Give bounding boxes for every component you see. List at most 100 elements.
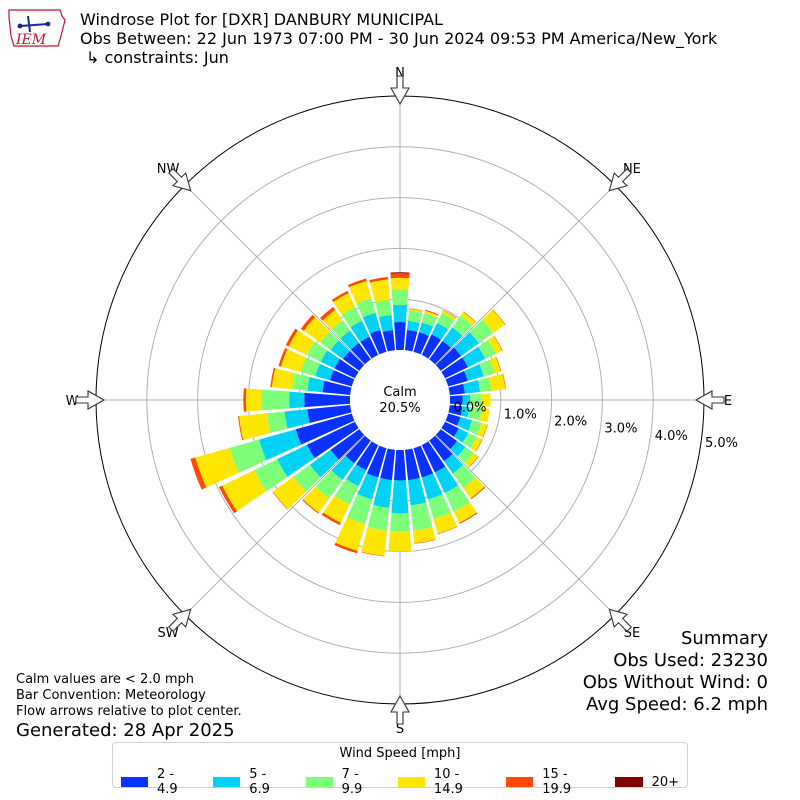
bar-60-bin-2	[478, 340, 496, 359]
bar-300-bin-2	[306, 341, 328, 362]
bar-0-bin-3	[390, 277, 410, 290]
bar-0-bin-2	[391, 289, 409, 306]
legend-label: 7 - 9.9	[341, 767, 363, 797]
bar-190-bin-0	[380, 448, 396, 481]
bar-70-bin-0	[445, 371, 468, 387]
bar-130-bin-1	[450, 441, 466, 457]
summary-block: Summary Obs Used: 23230 Obs Without Wind…	[583, 628, 768, 716]
legend-item: 10 - 14.9	[397, 767, 490, 797]
bar-140-bin-2	[452, 464, 476, 489]
iem-logo: IEM	[6, 6, 68, 52]
bar-110-bin-3	[477, 422, 488, 438]
title-block: Windrose Plot for [DXR] DANBURY MUNICIPA…	[80, 10, 717, 67]
legend-swatch	[397, 777, 425, 787]
bar-290-bin-2	[300, 357, 320, 377]
bar-60-bin-3	[487, 336, 503, 354]
bar-0-bin-5	[390, 272, 410, 274]
bar-320-bin-2	[331, 320, 351, 339]
compass-label: E	[724, 394, 732, 409]
bar-10-bin-4	[409, 308, 423, 312]
bar-310-bin-4	[300, 314, 316, 331]
bar-240-bin-1	[277, 444, 315, 477]
bar-190-bin-1	[373, 477, 393, 508]
bar-350-bin-4	[369, 276, 388, 283]
bar-150-bin-0	[421, 441, 446, 473]
bar-180-bin-3	[388, 530, 412, 552]
bar-160-bin-3	[433, 512, 458, 534]
bar-290-bin-3	[280, 349, 306, 373]
bar-110-bin-0	[445, 413, 461, 426]
bar-120-bin-2	[462, 432, 478, 449]
radial-tick-label: 2.0%	[554, 415, 587, 430]
bar-0-bin-1	[392, 304, 408, 323]
bar-330-bin-3	[333, 293, 356, 315]
bar-270-bin-4	[243, 388, 247, 412]
bar-250-bin-2	[229, 439, 267, 473]
bar-70-bin-3	[489, 356, 501, 374]
bar-260-bin-0	[307, 404, 352, 424]
radial-tick-label: 4.0%	[655, 429, 688, 444]
bar-270-bin-0	[304, 392, 351, 408]
bar-140-bin-1	[443, 453, 464, 474]
bar-30-bin-2	[437, 312, 455, 330]
bar-120-bin-3	[470, 437, 483, 452]
flow-arrow-icon	[167, 167, 192, 192]
legend-label: 15 - 19.9	[542, 767, 572, 797]
bar-320-bin-1	[340, 330, 359, 350]
bar-250-bin-3	[195, 447, 239, 488]
flow-arrow-icon	[694, 390, 725, 410]
bar-100-bin-0	[448, 404, 463, 416]
bar-10-bin-0	[404, 330, 418, 352]
bar-210-bin-3	[323, 495, 350, 523]
bar-330-bin-0	[360, 336, 379, 359]
bar-80-bin-3	[488, 373, 506, 391]
bar-280-bin-3	[271, 368, 295, 390]
bar-260-bin-4	[238, 416, 244, 441]
bar-200-bin-2	[347, 494, 373, 524]
bar-130-bin-3	[464, 452, 479, 468]
calm-label: Calm	[383, 385, 416, 400]
bar-20-bin-4	[425, 309, 439, 316]
calm-value: 20.5%	[379, 401, 420, 416]
bar-90-bin-3	[481, 393, 491, 407]
bar-110-bin-1	[457, 416, 473, 431]
legend-swatch	[305, 777, 333, 787]
bar-230-bin-1	[309, 449, 339, 478]
bar-200-bin-4	[334, 542, 358, 554]
bar-230-bin-3	[272, 476, 307, 510]
bar-320-bin-3	[322, 309, 343, 330]
bar-190-bin-3	[361, 527, 387, 556]
logo-text: IEM	[15, 32, 47, 48]
bar-50-bin-0	[435, 347, 462, 371]
bar-130-bin-2	[457, 446, 474, 464]
note-convention: Bar Convention: Meteorology	[16, 688, 206, 703]
bar-280-bin-0	[322, 380, 352, 396]
bar-290-bin-0	[329, 370, 355, 387]
iowa-state-outline-icon: IEM	[8, 9, 66, 48]
flow-arrow-icon	[75, 390, 106, 410]
bar-90-bin-0	[449, 395, 463, 405]
bar-110-bin-2	[468, 420, 482, 435]
legend-item: 7 - 9.9	[305, 767, 382, 797]
bar-310-bin-2	[320, 331, 339, 351]
obs-between: Obs Between: 22 Jun 1973 07:00 PM - 30 J…	[80, 29, 718, 48]
bar-280-bin-4	[270, 367, 276, 388]
bar-200-bin-0	[366, 445, 387, 478]
bar-160-bin-0	[413, 445, 434, 478]
bar-20-bin-0	[413, 332, 429, 355]
bar-140-bin-4	[470, 486, 486, 500]
bar-350-bin-0	[382, 330, 396, 352]
bar-280-bin-1	[307, 376, 325, 393]
bar-60-bin-4	[493, 335, 503, 351]
legend-label: 10 - 14.9	[433, 767, 463, 797]
bar-150-bin-2	[444, 485, 470, 512]
legend-label: 20+	[651, 774, 679, 790]
bar-310-bin-3	[303, 317, 330, 343]
bar-100-bin-1	[460, 406, 470, 418]
bar-30-bin-1	[431, 322, 449, 340]
bar-160-bin-2	[427, 494, 451, 520]
bar-80-bin-1	[463, 380, 481, 394]
bar-220-bin-3	[302, 486, 330, 513]
bar-250-bin-4	[190, 457, 207, 490]
